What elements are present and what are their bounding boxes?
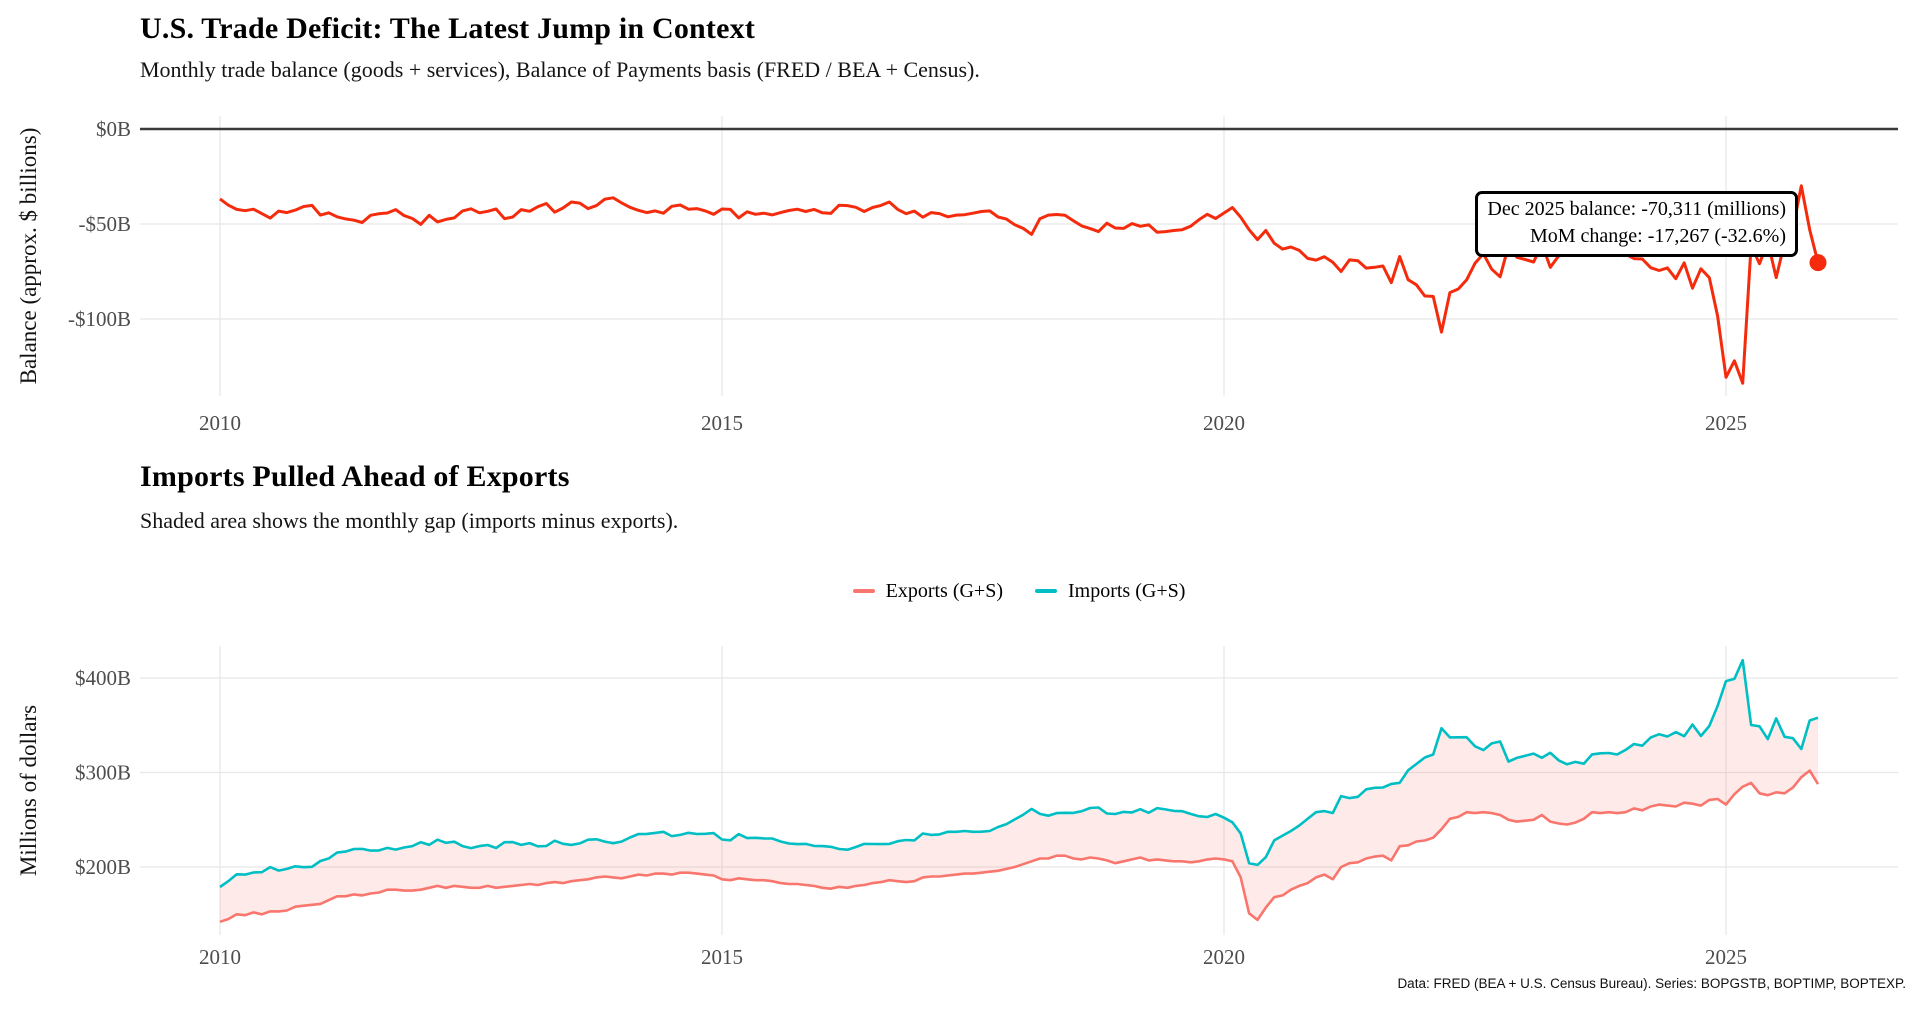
imports-line-key-icon xyxy=(1035,589,1057,593)
y-tick-label: -$100B xyxy=(68,307,131,331)
source-caption: Data: FRED (BEA + U.S. Census Bureau). S… xyxy=(1397,976,1906,991)
legend-item-exports: Exports (G+S) xyxy=(852,579,1003,603)
chart1-subtitle: Monthly trade balance (goods + services)… xyxy=(140,57,980,82)
balance-line xyxy=(219,184,1820,385)
x-tick-label: 2010 xyxy=(199,945,241,969)
legend-label-exports: Exports (G+S) xyxy=(885,579,1003,602)
chart1-title: U.S. Trade Deficit: The Latest Jump in C… xyxy=(140,12,756,45)
y-axis-title: Millions of dollars xyxy=(16,705,41,876)
x-tick-label: 2025 xyxy=(1705,945,1747,969)
y-tick-label: $200B xyxy=(75,855,131,879)
exports-line-key-icon xyxy=(852,589,875,593)
chart2-legend: Exports (G+S) Imports (G+S) xyxy=(140,576,1898,606)
legend-item-imports: Imports (G+S) xyxy=(1035,580,1185,603)
chart2-subtitle: Shaded area shows the monthly gap (impor… xyxy=(140,508,679,533)
x-tick-label: 2010 xyxy=(199,411,241,435)
y-axis-title: Balance (approx. $ billions) xyxy=(16,128,41,385)
x-tick-label: 2015 xyxy=(701,411,743,435)
trade-gap-area xyxy=(220,660,1818,922)
exports-line xyxy=(219,769,1820,924)
y-tick-label: $400B xyxy=(75,666,131,690)
y-tick-label: $0B xyxy=(96,117,131,141)
x-tick-label: 2015 xyxy=(701,945,743,969)
y-tick-label: -$50B xyxy=(79,212,132,236)
annotation-balance-line: Dec 2025 balance: -70,311 (millions) xyxy=(1487,198,1786,220)
legend-label-imports: Imports (G+S) xyxy=(1068,579,1186,602)
latest-point-dot xyxy=(1809,254,1827,272)
annotation-mom-line: MoM change: -17,267 (-32.6%) xyxy=(1529,225,1786,247)
x-tick-label: 2020 xyxy=(1203,411,1245,435)
chart2-title: Imports Pulled Ahead of Exports xyxy=(140,460,570,493)
y-tick-label: $300B xyxy=(75,761,131,785)
imports-line xyxy=(219,658,1819,889)
x-tick-label: 2025 xyxy=(1705,411,1747,435)
x-tick-label: 2020 xyxy=(1203,945,1245,969)
latest-point-annotation: Dec 2025 balance: -70,311 (millions) MoM… xyxy=(1475,191,1798,257)
